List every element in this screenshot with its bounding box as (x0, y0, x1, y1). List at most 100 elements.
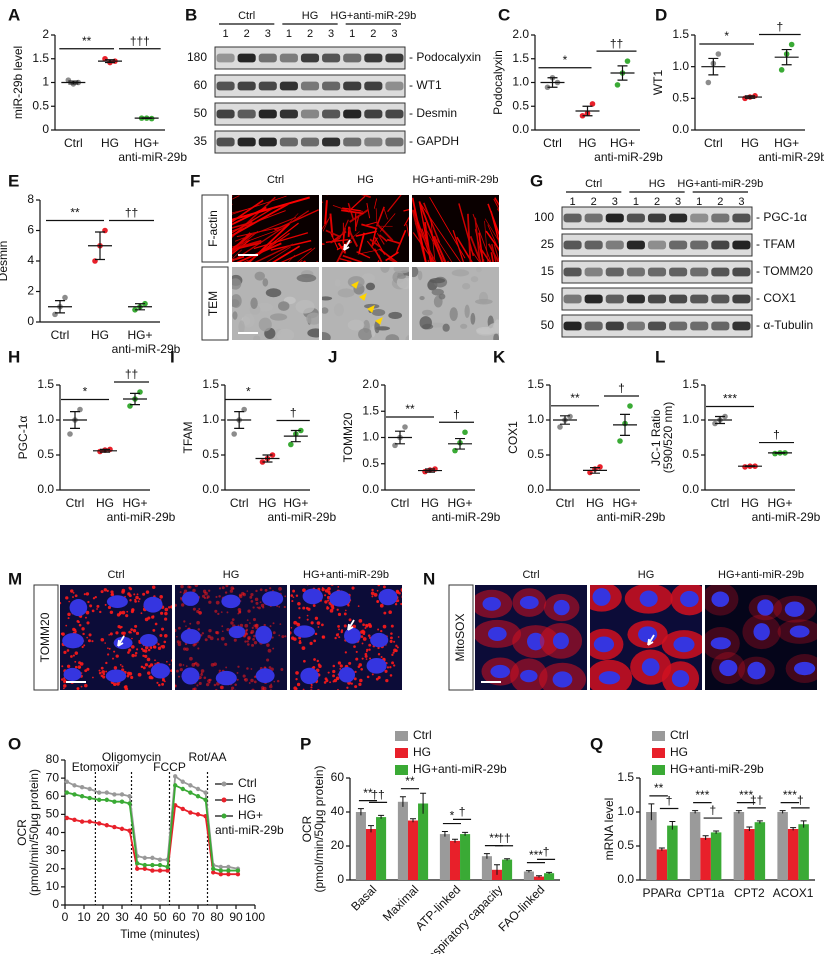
fiber (470, 248, 481, 262)
mito-speckle (259, 601, 262, 604)
series-marker (218, 868, 223, 873)
mito-speckle (377, 628, 380, 631)
x-tick-label: Ctrl (64, 136, 83, 150)
mito-speckle (271, 636, 274, 639)
mito-speckle (126, 610, 129, 613)
mito-speckle (324, 600, 328, 604)
series-marker (218, 871, 223, 877)
mito-speckle (292, 589, 296, 593)
y-tick-label: 0.0 (682, 482, 699, 496)
error-bar (735, 810, 742, 814)
mito-speckle (234, 683, 237, 687)
molecular-weight: 15 (541, 264, 555, 278)
molecular-weight: 25 (541, 237, 555, 251)
arrow (647, 634, 655, 646)
fiber (232, 210, 310, 262)
organelle (322, 307, 329, 314)
series-marker (173, 774, 178, 779)
y-tick-label: 20 (46, 861, 60, 875)
series-marker (64, 815, 70, 821)
blot-band (605, 294, 624, 304)
mito-speckle (335, 633, 339, 637)
mito-speckle (91, 609, 95, 613)
fiber (322, 216, 331, 232)
x-tick-label: Ctrl (66, 496, 85, 510)
mito-speckle (332, 664, 336, 668)
mito-speckle (185, 625, 187, 627)
error-bar (590, 467, 600, 474)
error-bar (779, 810, 786, 814)
series-marker (104, 823, 110, 828)
blot-band (237, 137, 256, 147)
nucleus (215, 670, 237, 686)
fiber (493, 244, 499, 262)
mito-speckle (85, 592, 90, 596)
mito-speckle (183, 589, 188, 594)
bar (710, 832, 722, 880)
bar (744, 829, 755, 880)
mito-speckle (77, 665, 82, 669)
fiber (361, 223, 378, 230)
mito-speckle (214, 609, 218, 613)
y-axis-label: OCR (15, 819, 29, 846)
mito-speckle (398, 591, 401, 595)
blot-band (343, 81, 362, 91)
mito-speckle (166, 660, 168, 663)
mito-speckle (158, 683, 161, 687)
mito-speckle (252, 617, 257, 622)
nucleus (641, 658, 660, 676)
event-label: Oligomycin (102, 750, 161, 764)
fiber (458, 203, 475, 257)
micrograph (590, 585, 702, 690)
x-tick-label: HG (741, 136, 759, 150)
mito-speckle (125, 614, 129, 618)
mito-speckle (366, 648, 369, 652)
nucleus (366, 657, 387, 674)
fiber (342, 254, 363, 262)
blot-band (343, 53, 362, 63)
blot-band (300, 109, 320, 119)
mito-speckle (337, 586, 340, 588)
fiber (496, 208, 499, 213)
mito-speckle (177, 675, 181, 678)
mito-speckle (108, 634, 110, 636)
mito-speckle (134, 624, 138, 628)
fiber (330, 231, 347, 243)
mito-speckle (389, 666, 392, 669)
series-marker (188, 810, 193, 815)
error-bar (692, 810, 699, 814)
data-point (627, 403, 633, 409)
fiber (232, 195, 240, 200)
mito-speckle (177, 626, 181, 630)
legend-label: HG (238, 792, 256, 806)
organelle (365, 282, 376, 291)
blot-band (237, 81, 256, 91)
nucleus (711, 591, 730, 607)
mito-speckle (100, 674, 104, 678)
error-bar (290, 429, 301, 443)
panel-letter: J (328, 347, 337, 366)
x-tick-label: 10 (77, 910, 91, 924)
column-header: Ctrl (522, 569, 539, 581)
bar (533, 876, 545, 880)
mito-speckle (316, 659, 320, 663)
mito-speckle (201, 632, 205, 635)
organelle (493, 333, 499, 340)
protein-label: - GAPDH (409, 134, 459, 148)
blot-band (626, 240, 645, 250)
mito-speckle (167, 606, 171, 609)
blot-band (364, 137, 383, 147)
column-header: Ctrl (267, 174, 284, 186)
x-axis-label: Time (minutes) (120, 927, 200, 941)
mito-speckle (238, 610, 242, 614)
panel-letter: E (8, 171, 19, 190)
significance-label: ††† (130, 34, 150, 48)
mito-speckle (183, 620, 186, 623)
bar (787, 829, 799, 880)
series-marker (135, 866, 140, 871)
mito-speckle (255, 601, 259, 605)
event-label: Rot/AA (188, 750, 226, 764)
mito-speckle (257, 606, 261, 610)
series-marker (97, 821, 102, 826)
mito-speckle (251, 688, 255, 690)
